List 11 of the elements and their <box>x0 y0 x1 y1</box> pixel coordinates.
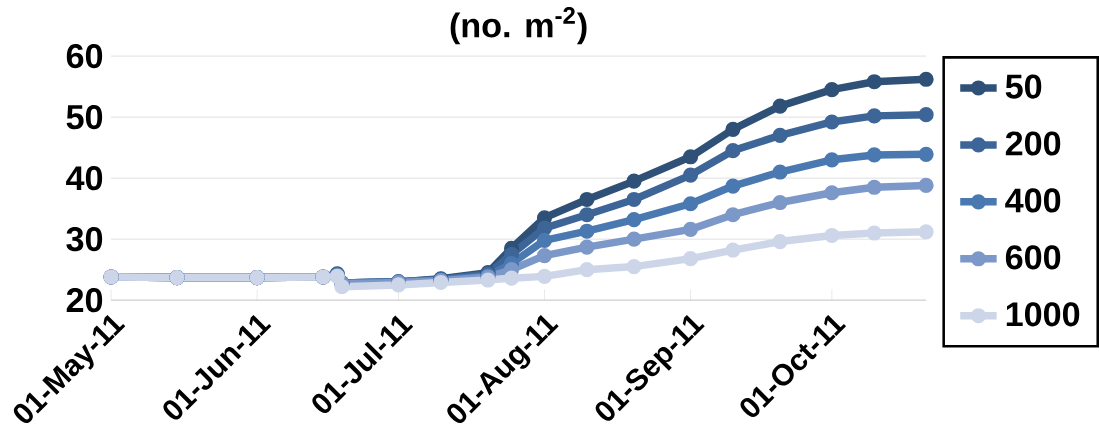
legend-label: 400 <box>1005 188 1061 213</box>
chart-title: (no. m$^{-2}$) <box>450 7 587 45</box>
legend-label: 1000 <box>1006 302 1080 327</box>
y-tick-label: 30 <box>66 226 103 252</box>
y-tick-label: 50 <box>66 104 103 130</box>
y-tick-label: 60 <box>66 43 103 69</box>
legend-label: 50 <box>1005 74 1042 99</box>
y-tick-label: 40 <box>66 166 103 191</box>
legend-label: 200 <box>1005 131 1061 156</box>
legend-label: 600 <box>1005 245 1061 270</box>
y-tick-label: 20 <box>66 288 103 313</box>
